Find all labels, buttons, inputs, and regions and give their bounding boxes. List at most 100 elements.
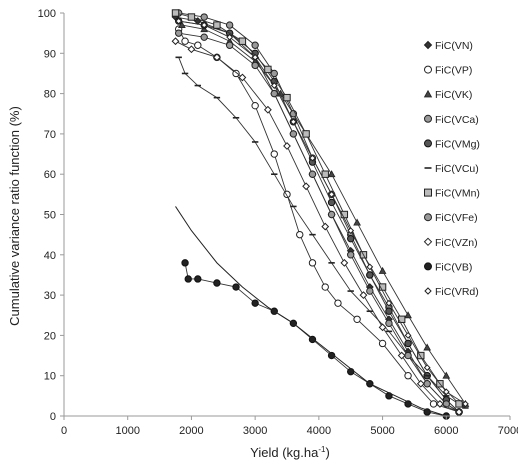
data-point [442,371,451,379]
data-point [270,82,278,89]
series-line [175,12,460,405]
data-point [225,21,234,29]
x-tick-label: 6000 [434,425,458,437]
y-axis-title: Cumulative variance ratio function (%) [7,106,22,326]
x-tick-label: 1000 [115,425,139,437]
series-fic-vzn- [171,37,463,416]
legend-label: FiC(VRd) [435,286,479,298]
data-point [308,259,317,267]
legend-item: FiC(VK) [423,89,472,101]
data-point [232,69,240,78]
data-point [353,218,361,226]
y-tick-label: 60 [44,169,56,181]
x-axis-unit-superscript: -1 [318,445,326,454]
data-point [423,364,431,372]
data-point [187,13,196,21]
series-fic-vcu- [175,56,469,409]
legend-label: FiC(VK) [435,89,472,101]
legend-marker [424,262,432,271]
data-point [200,13,208,21]
x-axis-title-close: ) [325,445,329,460]
data-point [385,319,393,328]
legend-marker [423,237,433,247]
data-point [328,190,336,198]
series-fic-vb- [181,259,450,420]
data-point [417,351,425,360]
data-point [340,258,349,267]
data-point [321,283,329,291]
data-point [251,41,259,49]
legend-item: FiC(VN) [423,40,473,52]
y-tick-label: 40 [44,250,56,262]
data-point [327,198,336,207]
y-tick-label: 80 [44,89,56,101]
y-tick-label: 30 [44,290,56,302]
legend-label: FiC(VCa) [435,114,479,126]
data-point [327,210,336,219]
legend-item: FiC(VCa) [424,114,479,126]
legend-label: FiC(VZn) [435,237,478,249]
x-tick-label: 3000 [243,425,267,437]
series-line [175,16,460,413]
data-point [171,37,180,46]
data-point [347,234,355,243]
data-point [302,130,310,138]
data-point [404,339,412,348]
data-point [200,21,208,29]
fit-curve-line [175,206,447,417]
data-point [264,65,272,74]
data-point [404,351,412,360]
data-point [308,170,317,178]
series-line [178,20,460,413]
data-point [347,251,355,259]
x-axis-title: Yield (kg.ha-1) [250,445,330,460]
data-point [359,291,368,300]
data-point [429,400,438,408]
data-point [309,154,316,162]
data-point [423,380,431,388]
x-tick-label: 0 [61,425,67,437]
data-point [442,388,450,396]
series-line [178,28,460,413]
data-point [171,9,180,17]
legend-marker [424,188,432,197]
data-point [251,299,259,307]
legend-item: FiC(VCu) [424,163,479,175]
data-point [194,41,202,49]
data-point [238,73,247,82]
legend: FiC(VN) FiC(VP) FiC(VK) FiC(VCa) FiC(VMg) FiC… [423,40,480,298]
legend-marker [424,213,432,222]
data-point [289,118,297,126]
legend-marker [424,139,432,148]
legend-label: FiC(VB) [435,261,472,273]
y-tick-label: 50 [44,210,56,222]
data-point [378,266,387,274]
data-point [226,33,234,41]
data-point [423,343,432,351]
data-point [378,339,387,348]
data-point [404,311,412,319]
legend-label: FiC(VCu) [435,163,479,175]
data-point [283,142,291,150]
data-point [308,335,317,344]
x-tick-label: 4000 [307,425,331,437]
data-point [263,105,272,114]
data-point [181,259,189,267]
y-tick-label: 90 [44,48,56,60]
data-point [251,61,259,70]
data-point [347,227,355,235]
data-point [404,372,412,380]
legend-marker [424,65,432,74]
data-point [200,33,208,41]
data-point [251,53,259,61]
legend-item: FiC(VMn) [424,188,480,200]
legend-label: FiC(VMg) [435,138,480,150]
legend-item: FiC(VP) [424,65,472,77]
data-point [184,275,192,283]
data-point [175,17,183,25]
data-point [289,130,298,138]
legend-label: FiC(VP) [435,65,472,77]
